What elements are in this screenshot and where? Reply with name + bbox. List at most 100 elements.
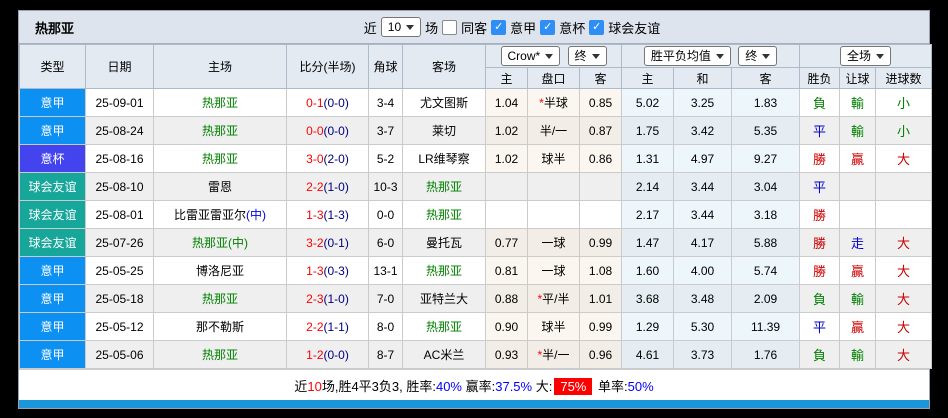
- match-date: 25-08-24: [85, 116, 154, 145]
- corner-score: 8-7: [368, 340, 403, 369]
- avg-time-select[interactable]: 终: [738, 46, 778, 66]
- avg-draw-odds: 3.44: [673, 172, 733, 201]
- footer-segment: 37.5%: [495, 378, 533, 394]
- away-team-link[interactable]: 曼托瓦: [402, 228, 486, 257]
- avg-home-odds: 2.17: [621, 200, 675, 229]
- chevron-down-icon: [545, 53, 554, 59]
- home-team-link[interactable]: 热那亚: [153, 144, 287, 173]
- avg-group-header: 胜平负均值 终: [621, 44, 801, 68]
- home-team-link[interactable]: 比雷亚雷亚尔(中): [153, 200, 287, 229]
- away-team-link[interactable]: LR维琴察: [402, 144, 486, 173]
- league-badge: 意甲: [19, 340, 86, 369]
- odds-time-select[interactable]: 终: [567, 46, 607, 66]
- score-link[interactable]: 3-2(0-1): [286, 228, 369, 257]
- avg-away-odds: 1.83: [731, 88, 801, 117]
- result-goals: 大: [875, 144, 933, 173]
- avg-home-odds: 1.47: [621, 228, 675, 257]
- col-header-handicap: 让球: [839, 67, 877, 89]
- avg-draw-odds: 4.00: [673, 256, 733, 285]
- col-header-type: 类型: [19, 44, 86, 89]
- away-team-link[interactable]: AC米兰: [402, 340, 486, 369]
- handicap-home-odds: [485, 172, 528, 201]
- home-team-link[interactable]: 那不勒斯: [153, 312, 287, 341]
- filter-checkbox-serie-a[interactable]: ✓: [491, 19, 507, 35]
- result-outcome: 勝: [799, 256, 841, 285]
- score-link[interactable]: 2-2(1-1): [286, 312, 369, 341]
- avg-home-odds: 5.02: [621, 88, 675, 117]
- league-badge: 意甲: [19, 312, 86, 341]
- filter-checkbox-club-friendly[interactable]: ✓: [589, 19, 605, 35]
- recent-count-select[interactable]: 10: [380, 17, 422, 37]
- avg-away-odds: 2.09: [731, 284, 801, 313]
- league-badge: 球会友谊: [19, 200, 86, 229]
- result-handicap: 輸: [839, 284, 877, 313]
- score-link[interactable]: 1-3(1-3): [286, 200, 369, 229]
- match-row: 意甲 25-09-01 热那亚 0-1(0-0) 3-4 尤文图斯 1.04 *…: [19, 88, 933, 117]
- bookmaker-select[interactable]: Crow*: [500, 46, 561, 66]
- match-date: 25-05-18: [85, 284, 154, 313]
- avg-draw-odds: 5.30: [673, 312, 733, 341]
- panel-titlebar: 热那亚 近 10 场 ✓ 同客 ✓ 意甲 ✓ 意杯 ✓ 球会友谊: [19, 11, 929, 44]
- home-team-link[interactable]: 雷恩: [153, 172, 287, 201]
- score-link[interactable]: 2-3(1-0): [286, 284, 369, 313]
- result-goals: [875, 200, 933, 229]
- away-team-link[interactable]: 热那亚: [402, 200, 486, 229]
- score-link[interactable]: 3-0(2-0): [286, 144, 369, 173]
- score-link[interactable]: 1-2(0-0): [286, 340, 369, 369]
- avg-draw-odds: 4.17: [673, 228, 733, 257]
- league-badge: 意甲: [19, 284, 86, 313]
- home-team-link[interactable]: 热那亚: [153, 88, 287, 117]
- result-handicap: 贏: [839, 312, 877, 341]
- away-team-link[interactable]: 尤文图斯: [402, 88, 486, 117]
- match-row: 意甲 25-05-18 热那亚 2-3(1-0) 7-0 亚特兰大 0.88 *…: [19, 284, 933, 313]
- corner-score: 7-0: [368, 284, 403, 313]
- bottom-accent-bar: [19, 400, 929, 408]
- handicap-away-odds: 0.85: [578, 88, 623, 117]
- footer-segment: 单率:: [594, 378, 628, 394]
- scope-select[interactable]: 全场: [840, 46, 892, 66]
- match-row: 意甲 25-08-24 热那亚 0-0(0-0) 3-7 莱切 1.02 半/一…: [19, 116, 933, 145]
- match-history-table: 类型 日期 主场 比分(半场) 角球 客场 Crow* 终 胜平负均值 终: [19, 44, 933, 369]
- away-team-link[interactable]: 热那亚: [402, 256, 486, 285]
- home-team-link[interactable]: 热那亚: [153, 284, 287, 313]
- footer-segment: 50%: [627, 378, 654, 394]
- match-stats-panel: 热那亚 近 10 场 ✓ 同客 ✓ 意甲 ✓ 意杯 ✓ 球会友谊: [18, 10, 933, 409]
- handicap-home-odds: 1.02: [485, 144, 528, 173]
- home-team-link[interactable]: 热那亚(中): [153, 228, 287, 257]
- score-link[interactable]: 0-0(0-0): [286, 116, 369, 145]
- home-team-link[interactable]: 热那亚: [153, 340, 287, 369]
- score-link[interactable]: 2-2(1-0): [286, 172, 369, 201]
- avg-home-odds: 2.14: [621, 172, 675, 201]
- recent-label: 近: [363, 20, 377, 36]
- home-team-link[interactable]: 热那亚: [153, 116, 287, 145]
- corner-score: 5-2: [368, 144, 403, 173]
- result-handicap: 輸: [839, 88, 877, 117]
- footer-segment: 近: [294, 378, 308, 394]
- same-away-checkbox[interactable]: ✓: [442, 19, 458, 35]
- away-team-link[interactable]: 莱切: [402, 116, 486, 145]
- match-date: 25-05-12: [85, 312, 154, 341]
- match-row: 球会友谊 25-07-26 热那亚(中) 3-2(0-1) 6-0 曼托瓦 0.…: [19, 228, 933, 257]
- match-row: 意甲 25-05-25 博洛尼亚 1-3(0-3) 13-1 热那亚 0.81 …: [19, 256, 933, 285]
- away-team-link[interactable]: 亚特兰大: [402, 284, 486, 313]
- match-date: 25-08-10: [85, 172, 154, 201]
- handicap-home-odds: 0.77: [485, 228, 528, 257]
- score-link[interactable]: 1-3(0-3): [286, 256, 369, 285]
- score-link[interactable]: 0-1(0-0): [286, 88, 369, 117]
- away-team-link[interactable]: 热那亚: [402, 172, 486, 201]
- handicap-away-odds: 1.01: [578, 284, 623, 313]
- avg-type-select[interactable]: 胜平负均值: [643, 46, 731, 66]
- avg-away-odds: 1.76: [731, 340, 801, 369]
- filter-checkbox-coppa-italia[interactable]: ✓: [540, 19, 556, 35]
- result-handicap: [839, 172, 877, 201]
- away-team-link[interactable]: 热那亚: [402, 312, 486, 341]
- match-row: 意甲 25-05-06 热那亚 1-2(0-0) 8-7 AC米兰 0.93 *…: [19, 340, 933, 369]
- filter-label-club-friendly: 球会友谊: [608, 20, 661, 36]
- league-badge: 意杯: [19, 144, 86, 173]
- col-header-date: 日期: [85, 44, 154, 89]
- col-header-home: 主场: [153, 44, 287, 89]
- avg-away-odds: 3.04: [731, 172, 801, 201]
- result-handicap: 贏: [839, 144, 877, 173]
- home-team-link[interactable]: 博洛尼亚: [153, 256, 287, 285]
